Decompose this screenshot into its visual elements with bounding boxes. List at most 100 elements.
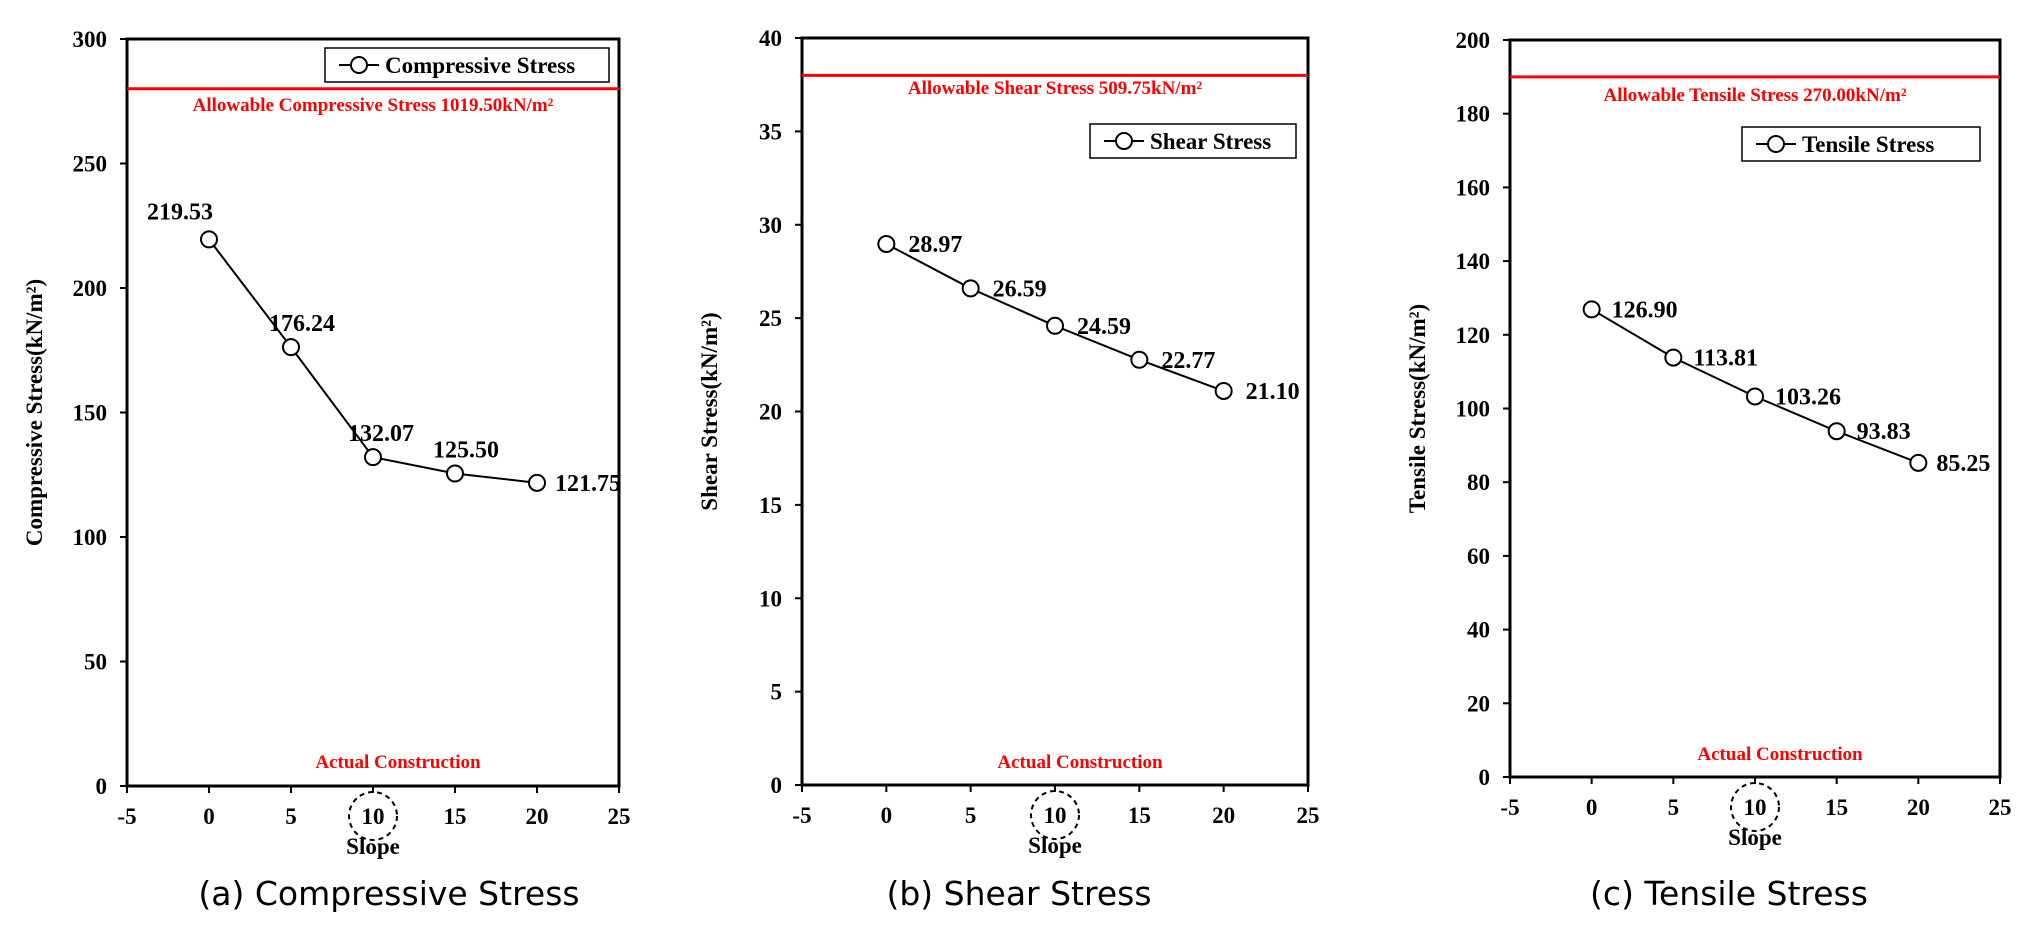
y-tick-label: 50 [84,650,107,675]
legend-marker-sample [1767,135,1785,153]
panel-caption: (c) Tensile Stress [1590,874,1868,913]
data-point-marker [1214,381,1233,400]
y-tick-label: 10 [759,586,782,611]
x-tick-label: 20 [526,804,549,829]
x-tick-label: 20 [1907,795,1930,820]
y-tick-label: 25 [759,306,782,331]
y-tick-label: 250 [73,152,108,177]
y-tick-label: 160 [1456,175,1491,200]
data-point-marker [1582,300,1601,319]
plot-area-frame [800,36,1310,787]
data-point-marker [1909,453,1928,472]
data-label: 121.75 [555,471,621,497]
x-tick-label: 25 [1989,795,2012,820]
data-label: 24.59 [1077,314,1131,340]
chart-panel-1: Allowable Compressive Stress 1019.50kN/m… [22,27,631,913]
x-tick-label: 25 [608,804,631,829]
data-point-marker [1130,350,1149,369]
data-label: 113.81 [1693,346,1758,372]
data-point-marker [1827,422,1846,441]
y-tick-label: 60 [1467,544,1490,569]
y-tick-label: 140 [1456,249,1491,274]
legend-marker-sample [1115,132,1133,150]
legend-label: Shear Stress [1150,129,1271,154]
data-label: 85.25 [1936,451,1990,477]
x-tick-label: 5 [285,804,297,829]
y-axis-label: Shear Stress(kN/m²) [697,312,722,510]
actual-construction-circle [1030,790,1080,840]
legend-marker-sample [350,56,368,74]
y-tick-label: 5 [771,680,783,705]
x-tick-label: 0 [1586,795,1598,820]
data-point-marker [446,464,464,483]
legend: Tensile Stress [1741,126,1981,162]
y-axis-label: Tensile Stress(kN/m²) [1405,304,1430,513]
y-tick-label: 150 [73,401,108,426]
y-tick-label: 80 [1467,470,1490,495]
data-label: 132.07 [348,421,414,447]
data-point-marker [1664,348,1683,367]
data-point-marker [961,279,980,298]
data-label: 21.10 [1246,379,1300,405]
x-axis-label: Slope [1028,833,1082,858]
data-label: 28.97 [908,232,962,258]
plot-area-frame [125,37,621,788]
y-tick-label: 200 [1456,28,1491,53]
y-tick-label: 0 [96,774,108,799]
data-point-marker [877,234,896,253]
legend-label: Compressive Stress [385,53,575,78]
x-tick-label: -5 [1500,795,1519,820]
y-tick-label: 40 [759,26,782,51]
data-point-marker [1746,387,1764,406]
y-tick-label: 0 [1479,765,1491,790]
actual-construction-circle [1730,782,1780,832]
x-tick-label: 5 [1668,795,1680,820]
legend-label: Tensile Stress [1802,132,1934,157]
data-point-marker [1046,316,1064,335]
data-point-marker [200,230,218,249]
data-point-marker [282,338,300,357]
y-tick-label: 30 [759,213,782,238]
allowable-stress-label: Allowable Tensile Stress 270.00kN/m² [1603,85,1906,106]
x-tick-label: 25 [1297,803,1320,828]
allowable-stress-label: Allowable Compressive Stress 1019.50kN/m… [193,95,554,116]
x-tick-label: 15 [1128,803,1151,828]
x-tick-label: 10 [362,804,385,829]
y-tick-label: 120 [1456,323,1491,348]
legend: Compressive Stress [324,47,610,83]
actual-construction-label: Actual Construction [997,752,1163,773]
x-tick-label: -5 [117,804,136,829]
actual-construction-label: Actual Construction [1697,744,1863,765]
y-tick-label: 100 [73,525,108,550]
chart-panel-3: Allowable Tensile Stress 270.00kN/m² 0 20 4… [1405,28,2012,913]
data-label: 26.59 [993,276,1047,302]
x-tick-label: 15 [1825,795,1848,820]
panel-caption: (b) Shear Stress [886,874,1151,913]
data-label: 103.26 [1775,384,1841,410]
x-axis-label: Slope [346,834,400,859]
x-tick-label: -5 [792,803,811,828]
data-label: 125.50 [433,438,499,464]
y-tick-label: 0 [771,773,783,798]
data-label: 93.83 [1857,419,1911,445]
legend: Shear Stress [1089,123,1297,159]
data-label: 126.90 [1612,297,1678,323]
chart-panel-2: Allowable Shear Stress 509.75kN/m² 0 5 10 15… [697,26,1320,913]
x-tick-label: 0 [881,803,893,828]
data-label: 219.53 [147,199,213,225]
x-tick-label: 5 [965,803,977,828]
x-tick-label: 0 [203,804,215,829]
actual-construction-circle [348,791,398,841]
y-tick-label: 300 [73,27,108,52]
plot-area-frame [1508,38,2002,779]
data-label: 22.77 [1161,348,1215,374]
actual-construction-label: Actual Construction [315,752,481,773]
x-tick-label: 15 [444,804,467,829]
y-tick-label: 40 [1467,618,1490,643]
x-tick-label: 20 [1212,803,1235,828]
x-tick-label: 10 [1044,803,1067,828]
y-axis-label: Compressive Stress(kN/m²) [22,279,47,546]
x-axis-label: Slope [1728,825,1782,850]
y-tick-label: 35 [759,119,782,144]
y-tick-label: 20 [1467,691,1490,716]
